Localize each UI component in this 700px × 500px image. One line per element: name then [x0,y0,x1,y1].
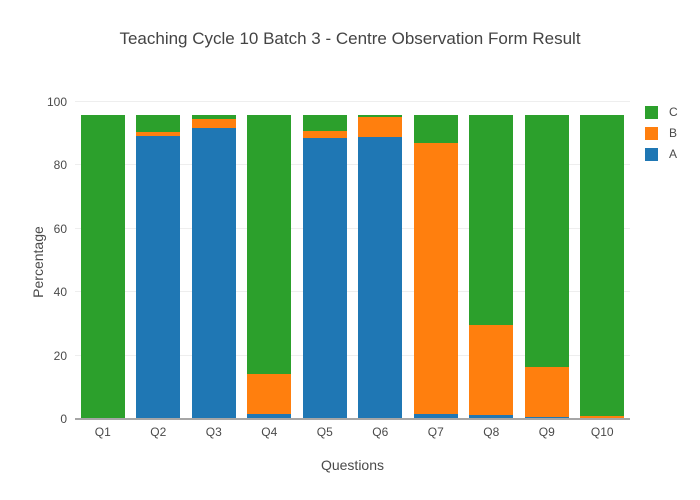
y-tick-label-100: 100 [46,95,67,109]
bar-segment-q6-c[interactable] [358,114,403,118]
x-tick-label-q3: Q3 [205,425,222,439]
bar-segment-q8-a[interactable] [469,414,514,419]
legend-item-a[interactable]: A [645,147,678,161]
bar-q8 [464,102,520,419]
x-axis-line [75,418,630,420]
y-tick-label-60: 60 [53,221,67,236]
bar-segment-q4-b[interactable] [247,374,292,414]
bar-segment-q3-a[interactable] [191,127,236,419]
x-tick-label-q2: Q2 [150,425,167,439]
bar-segment-q3-c[interactable] [191,114,236,119]
bar-segment-q5-a[interactable] [302,137,347,419]
bar-segment-q6-a[interactable] [358,137,403,419]
bar-segment-q9-a[interactable] [524,416,569,419]
bar-q6 [353,102,409,419]
y-axis-title: Percentage [30,226,46,298]
bar-segment-q5-b[interactable] [302,130,347,138]
bar-segment-q10-b[interactable] [580,415,625,419]
y-tick-label-0: 0 [60,412,67,426]
bar-segment-q5-c[interactable] [302,114,347,131]
bar-q10 [575,102,631,419]
legend-item-c[interactable]: C [645,105,678,119]
x-tick-label-q10: Q10 [590,425,614,439]
bar-segment-q1-c[interactable] [80,114,125,419]
bar-q1 [75,102,131,419]
bar-segment-q8-b[interactable] [469,324,514,415]
bar-segment-q4-a[interactable] [247,413,292,419]
legend-item-b[interactable]: B [645,126,678,140]
bar-segment-q6-b[interactable] [358,117,403,138]
chart-title: Teaching Cycle 10 Batch 3 - Centre Obser… [119,29,581,48]
legend-label-a: A [669,147,678,161]
legend-swatch-c [645,105,658,119]
bar-q2 [131,102,187,419]
gridline-y-80 [75,164,630,166]
plot-area [75,101,631,420]
bar-segment-q4-c[interactable] [247,114,292,374]
legend-label-b: B [669,126,678,140]
bar-q3 [186,102,242,419]
bar-q7 [408,102,464,419]
legend-swatch-b [645,126,658,140]
bar-segment-q9-b[interactable] [524,366,569,417]
bar-segment-q7-c[interactable] [413,114,458,144]
bar-segment-q7-b[interactable] [413,143,458,414]
gridline-y-60 [75,227,630,229]
x-tick-label-q7: Q7 [427,425,444,439]
bar-segment-q3-b[interactable] [191,118,236,128]
x-tick-label-q8: Q8 [483,425,500,439]
bar-segment-q2-b[interactable] [136,131,181,136]
y-tick-label-40: 40 [53,285,67,300]
y-tick-label-20: 20 [53,348,67,363]
gridline-y-40 [75,291,630,293]
x-axis-title: Questions [320,457,385,473]
bar-q5 [297,102,353,419]
legend-label-c: C [669,105,678,119]
y-tick-label-80: 80 [53,158,67,173]
bar-segment-q9-c[interactable] [524,114,569,367]
x-tick-label-q4: Q4 [261,425,278,439]
x-tick-label-q5: Q5 [316,425,333,439]
legend-swatch-a [645,147,658,161]
x-tick-label-q9: Q9 [538,425,555,439]
bar-segment-q2-a[interactable] [136,135,181,419]
bar-segment-q8-c[interactable] [469,114,514,325]
x-tick-label-q6: Q6 [372,425,389,439]
gridline-y-100 [75,101,630,102]
bar-segment-q7-a[interactable] [413,413,458,419]
bar-segment-q2-c[interactable] [136,114,181,132]
bar-q4 [242,102,298,419]
bar-q9 [519,102,575,419]
bar-segment-q10-c[interactable] [580,114,625,416]
x-tick-label-q1: Q1 [94,425,111,439]
gridline-y-20 [75,354,630,356]
